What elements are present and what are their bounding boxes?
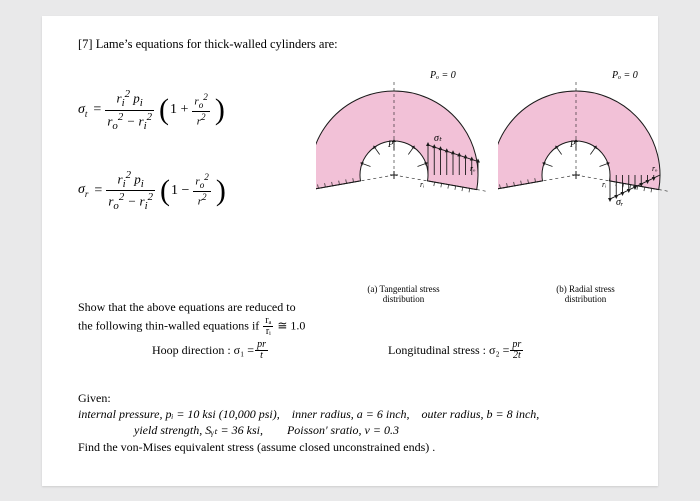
upper-region: σt = ri2 pi ro2 − ri2 ( 1 + ro2 r2 ) — [78, 60, 630, 280]
equations-column: σt = ri2 pi ro2 − ri2 ( 1 + ro2 r2 ) — [78, 74, 306, 227]
subscript-r: r — [85, 189, 89, 199]
right-paren: ) — [215, 180, 227, 202]
reduction-text: Show that the above equations are reduce… — [78, 300, 630, 337]
svg-text:Pₒ = 0: Pₒ = 0 — [611, 70, 638, 81]
svg-text:σᵣ: σᵣ — [616, 197, 624, 208]
document-page: [7] Lame’s equations for thick-walled cy… — [42, 16, 658, 486]
ratio-fraction: rₐ rᵢ — [264, 316, 272, 337]
diagram-radial: Pₒ = 0 Pᵢ σᵣ rᵢ rₒ — [498, 60, 673, 280]
svg-text:σₜ: σₜ — [434, 133, 443, 144]
svg-text:rᵢ: rᵢ — [602, 180, 606, 189]
title-block: [7] Lame’s equations for thick-walled cy… — [78, 36, 630, 52]
left-paren: ( — [159, 180, 171, 202]
svg-text:Pₒ = 0: Pₒ = 0 — [429, 70, 456, 81]
figure-a: Pₒ = 0Pᵢσₜrᵢrₒ (a) Tangential stressdist… — [316, 60, 491, 285]
subscript-t: t — [85, 109, 88, 119]
left-paren: ( — [158, 99, 170, 121]
figure-b: Pₒ = 0Pᵢσᵣrᵢrₒ (b) Radial stressdistribu… — [498, 60, 673, 285]
svg-text:rₒ: rₒ — [470, 164, 476, 173]
equation-sigma-t: σt = ri2 pi ro2 − ri2 ( 1 + ro2 r2 ) — [78, 74, 306, 147]
num: pr — [511, 340, 522, 350]
sigma-symbol: σ — [78, 102, 85, 117]
hoop-fraction: pr t — [256, 340, 267, 361]
equals-sign: = — [94, 183, 102, 199]
given-block: Given: internal pressure, pᵢ = 10 ksi (1… — [78, 390, 630, 455]
fraction-inner: ro2 r2 — [192, 92, 209, 129]
given-line3: Find the von-Mises equivalent stress (as… — [78, 439, 630, 455]
sigma-symbol: σ — [78, 182, 85, 197]
diagram-tangential: Pₒ = 0 Pᵢ σₜ rᵢ rₒ — [316, 60, 491, 280]
one-minus: 1 − — [171, 183, 189, 199]
problem-title: [7] Lame’s equations for thick-walled cy… — [78, 36, 630, 52]
given-line2: yield strength, Sᵧₜ = 36 ksi, Poisson' s… — [134, 422, 630, 438]
den: rᵢ — [265, 327, 272, 337]
reduction-line1: Show that the above equations are reduce… — [78, 300, 630, 315]
given-line1: internal pressure, pᵢ = 10 ksi (10,000 p… — [78, 406, 630, 422]
text: the following thin-walled equations if — [78, 318, 262, 332]
den: 2t — [512, 351, 522, 361]
long-fraction: pr 2t — [511, 340, 522, 361]
long-label: Longitudinal stress : σ₂ = — [388, 343, 509, 358]
hoop-label: Hoop direction : σ₁ = — [152, 343, 254, 358]
num: pr — [256, 340, 267, 350]
equation-sigma-r: σr = ri2 pi ro2 − ri2 ( 1 − ro2 r2 ) — [78, 155, 306, 228]
equals-sign: = — [93, 102, 101, 118]
hoop-equation: Hoop direction : σ₁ = pr t — [152, 340, 269, 361]
given-title: Given: — [78, 390, 630, 406]
svg-text:rᵢ: rᵢ — [420, 180, 424, 189]
reduction-line2: the following thin-walled equations if r… — [78, 316, 630, 337]
right-paren: ) — [214, 99, 226, 121]
den: t — [259, 351, 264, 361]
svg-text:Pᵢ: Pᵢ — [387, 139, 395, 149]
svg-text:Pᵢ: Pᵢ — [569, 139, 577, 149]
fraction-main: ri2 pi ro2 − ri2 — [105, 88, 154, 133]
svg-text:rₒ: rₒ — [652, 164, 658, 173]
num: rₐ — [264, 316, 272, 326]
longitudinal-equation: Longitudinal stress : σ₂ = pr 2t — [388, 340, 524, 361]
fraction-inner: ro2 r2 — [193, 172, 210, 209]
text: ≅ 1.0 — [277, 318, 305, 332]
fraction-main: ri2 pi ro2 − ri2 — [106, 169, 155, 214]
one-plus: 1 + — [170, 102, 188, 118]
